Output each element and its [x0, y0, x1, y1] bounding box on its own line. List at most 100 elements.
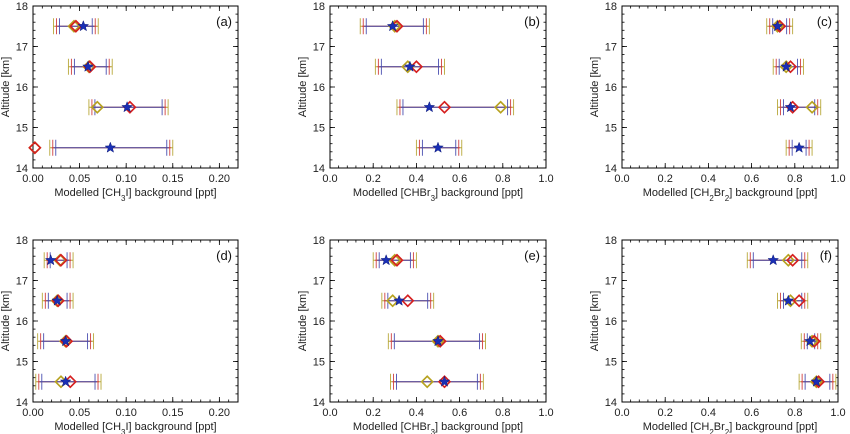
olive-diamond-marker [420, 375, 434, 389]
data-point-group [37, 333, 95, 350]
y-axis-label: Altitude [km] [0, 291, 12, 352]
olive-diamond-marker [90, 100, 104, 114]
x-tick-label: 0.0 [322, 173, 337, 185]
blue-star-marker [121, 101, 134, 113]
x-tick-label: 0.6 [744, 407, 759, 419]
x-tick-label: 0.8 [495, 173, 510, 185]
data-point-group [390, 373, 484, 390]
y-tick-label: 14 [605, 163, 617, 175]
data-point-group [766, 18, 794, 35]
panel-label: (e) [524, 248, 540, 263]
plot-frame [32, 239, 239, 403]
data-point-group [772, 58, 804, 75]
olive-diamond-marker [805, 100, 819, 114]
blue-star-marker [423, 101, 436, 113]
data-point-group [746, 252, 809, 269]
red-diamond-marker [390, 253, 404, 267]
data-point-group [800, 333, 822, 350]
blue-star-marker [82, 60, 94, 72]
x-tick-label: 0.05 [69, 407, 90, 419]
x-tick-label: 0.2 [658, 407, 673, 419]
x-axis-label: Modelled [CHBr3] background [ppt] [353, 421, 523, 434]
x-tick-label: 0.2 [366, 173, 381, 185]
x-tick-label: 0.00 [22, 173, 43, 185]
plot-frame [32, 5, 239, 169]
olive-diamond-marker [494, 100, 508, 114]
data-point-group [374, 58, 445, 75]
x-tick-label: 1.0 [830, 173, 845, 185]
data-point-group [359, 18, 430, 35]
chart-panel-c: 0.0 0.2 0.4 0.6 0.8 1.0 14 15 16 17 18 Modelled [CH… [589, 1, 846, 203]
chart-panel-e: 0.0 0.2 0.4 0.6 0.8 1.0 14 15 16 17 18 Modelled [CH… [297, 235, 554, 434]
blue-star-marker [393, 294, 406, 306]
data-point-group [28, 139, 174, 156]
data-point-group [372, 252, 417, 269]
chart-panel-d: 0.00 0.05 0.10 0.15 0.20 14 15 16 17 18 Modelled [… [0, 235, 239, 434]
blue-star-marker [804, 335, 816, 347]
x-tick-label: 0.8 [787, 173, 802, 185]
x-tick-label: 0.6 [452, 407, 467, 419]
y-tick-label: 16 [313, 316, 325, 328]
blue-star-marker [432, 141, 444, 153]
y-tick-label: 17 [605, 276, 617, 288]
blue-star-marker [767, 254, 780, 266]
x-tick-label: 0.4 [409, 173, 424, 185]
data-point-group [785, 139, 813, 156]
data-point-group [41, 292, 74, 309]
y-tick-label: 18 [16, 235, 28, 247]
chart-panel-f: 0.0 0.2 0.4 0.6 0.8 1.0 14 15 16 17 18 Modelled [CH… [589, 235, 846, 434]
data-point-group [381, 292, 435, 309]
y-tick-label: 18 [605, 1, 617, 13]
y-tick-label: 18 [16, 1, 28, 13]
plot-frame [621, 239, 839, 403]
y-tick-label: 15 [16, 357, 28, 369]
x-axis-label: Modelled [CH2Br2] background [ppt] [643, 421, 818, 434]
red-diamond-marker [792, 294, 806, 308]
x-axis-label: Modelled [CH3I] background [ppt] [54, 421, 216, 434]
blue-star-marker [59, 335, 72, 347]
y-axis-label: Altitude [km] [589, 57, 601, 118]
data-point-group [387, 333, 486, 350]
y-tick-label: 17 [16, 42, 28, 54]
blue-star-marker [784, 101, 797, 113]
data-point-group [777, 292, 809, 309]
x-tick-label: 0.0 [614, 173, 629, 185]
data-point-group [396, 99, 515, 116]
x-tick-label: 0.4 [409, 407, 424, 419]
data-point-group [53, 18, 99, 35]
red-diamond-marker [437, 100, 452, 114]
x-axis-label: Modelled [CH3I] background [ppt] [54, 187, 216, 203]
blue-star-marker [780, 60, 793, 72]
x-axis-label: Modelled [CH2Br2] background [ppt] [643, 187, 818, 203]
blue-star-marker [782, 294, 795, 306]
y-tick-label: 18 [313, 1, 325, 13]
y-axis-label: Altitude [km] [589, 291, 601, 352]
y-tick-label: 15 [313, 357, 325, 369]
blue-star-marker [438, 375, 451, 387]
y-tick-label: 15 [605, 123, 617, 135]
x-tick-label: 0.8 [787, 407, 802, 419]
y-tick-label: 18 [605, 235, 617, 247]
x-tick-label: 1.0 [538, 407, 553, 419]
plot-frame [329, 239, 547, 403]
x-tick-label: 1.0 [538, 173, 553, 185]
x-tick-label: 0.05 [69, 173, 90, 185]
blue-star-marker [51, 294, 64, 306]
y-axis-label: Altitude [km] [297, 57, 309, 118]
data-point-group [415, 139, 463, 156]
x-tick-label: 0.6 [452, 173, 467, 185]
y-tick-label: 14 [313, 397, 325, 409]
chart-panel-a: 0.00 0.05 0.10 0.15 0.20 14 15 16 17 18 Modelled [… [0, 1, 239, 203]
y-axis-label: Altitude [km] [297, 291, 309, 352]
olive-diamond-marker [781, 253, 795, 267]
x-tick-label: 0.2 [366, 407, 381, 419]
x-tick-label: 0.8 [495, 407, 510, 419]
y-axis-label: Altitude [km] [0, 57, 12, 118]
panel-label: (b) [524, 14, 540, 29]
x-tick-label: 0.4 [701, 173, 716, 185]
blue-star-marker [771, 20, 784, 32]
y-tick-label: 15 [605, 357, 617, 369]
y-tick-label: 15 [313, 123, 325, 135]
blue-star-marker [44, 254, 57, 266]
